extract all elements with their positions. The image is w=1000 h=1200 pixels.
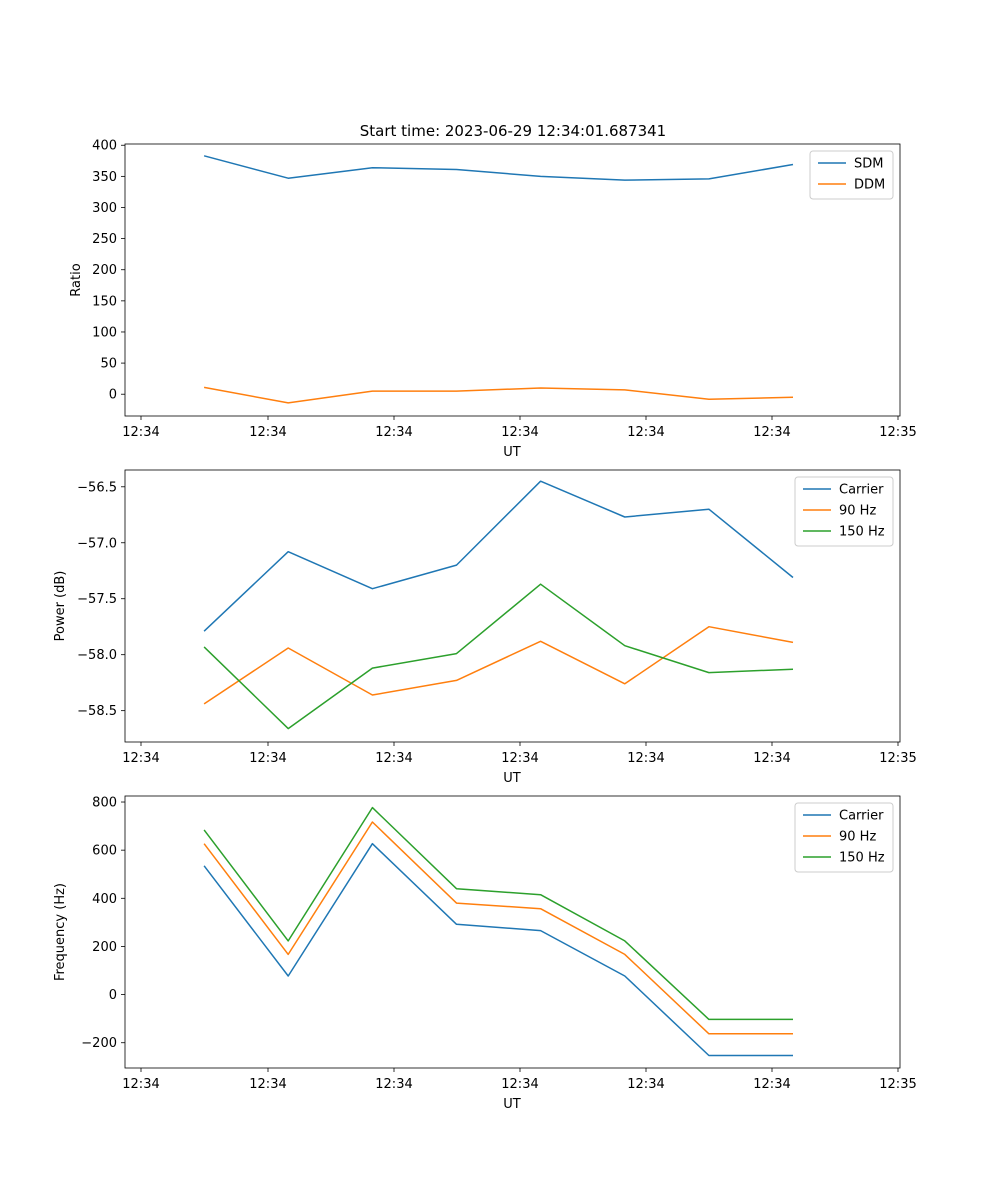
y-tick-label: 400 <box>92 892 117 907</box>
x-tick-label: 12:34 <box>122 751 159 766</box>
y-tick-label: 150 <box>92 294 117 309</box>
legend-label: 150 Hz <box>839 851 885 866</box>
x-tick-label: 12:34 <box>249 751 286 766</box>
x-axis-label: UT <box>503 771 521 786</box>
x-tick-label: 12:34 <box>249 1077 286 1092</box>
y-axis-label: Ratio <box>69 263 84 296</box>
y-tick-label: −56.5 <box>77 480 117 495</box>
x-tick-label: 12:35 <box>879 1077 916 1092</box>
plot-frame <box>124 795 901 1069</box>
y-axis-label: Frequency (Hz) <box>53 883 68 981</box>
series-line-150-hz <box>203 806 793 1021</box>
y-tick-label: −57.5 <box>77 592 117 607</box>
panel-1: 12:34 12:34 12:34 12:34 12:34 12:34 12:35 UT 0 50… <box>69 139 917 460</box>
y-tick-label: 300 <box>92 201 117 216</box>
series-line-carrier <box>203 842 793 1057</box>
x-tick-label: 12:34 <box>375 425 412 440</box>
legend-label: 150 Hz <box>839 525 885 540</box>
x-tick-label: 12:34 <box>753 751 790 766</box>
x-tick-label: 12:34 <box>501 425 538 440</box>
panel-2: 12:34 12:34 12:34 12:34 12:34 12:34 12:35 UT −58… <box>53 469 917 786</box>
plot-frame <box>124 469 901 743</box>
y-tick-label: 350 <box>92 170 117 185</box>
x-tick-label: 12:34 <box>122 1077 159 1092</box>
y-tick-label: 400 <box>92 139 117 154</box>
x-tick-label: 12:34 <box>753 1077 790 1092</box>
x-tick-label: 12:35 <box>879 751 916 766</box>
y-axis-label: Power (dB) <box>53 571 68 642</box>
y-tick-label: −57.0 <box>77 536 117 551</box>
x-tick-label: 12:34 <box>122 425 159 440</box>
series-line-ddm <box>203 386 794 404</box>
legend-label: DDM <box>854 178 885 193</box>
legend-label: Carrier <box>839 483 884 498</box>
x-axis-label: UT <box>503 445 521 460</box>
y-tick-label: 50 <box>100 357 117 372</box>
panel-3: 12:34 12:34 12:34 12:34 12:34 12:34 12:35 UT −20… <box>53 796 917 1112</box>
x-tick-label: 12:34 <box>375 1077 412 1092</box>
y-tick-label: 200 <box>92 263 117 278</box>
x-tick-label: 12:34 <box>627 751 664 766</box>
series-line-90-hz <box>203 625 794 705</box>
legend-label: 90 Hz <box>839 504 876 519</box>
legend <box>794 476 894 547</box>
y-tick-label: 800 <box>92 796 117 811</box>
legend-label: SDM <box>854 157 883 172</box>
x-tick-label: 12:34 <box>501 1077 538 1092</box>
x-tick-label: 12:34 <box>501 751 538 766</box>
y-tick-label: 0 <box>109 388 117 403</box>
y-tick-label: 0 <box>109 988 117 1003</box>
plot-frame <box>124 143 901 417</box>
series-line-150-hz <box>203 583 794 730</box>
y-tick-label: −58.5 <box>77 704 117 719</box>
chart-title: Start time: 2023-06-29 12:34:01.687341 <box>360 122 666 140</box>
y-tick-label: −200 <box>81 1036 117 1051</box>
legend-label: Carrier <box>839 809 884 824</box>
x-tick-label: 12:34 <box>375 751 412 766</box>
y-tick-label: 250 <box>92 232 117 247</box>
y-tick-label: 600 <box>92 844 117 859</box>
y-tick-label: 200 <box>92 940 117 955</box>
panels: 12:34 12:34 12:34 12:34 12:34 12:34 12:35 UT 0 50… <box>53 139 917 1112</box>
series-line-90-hz <box>203 821 793 1035</box>
legend <box>794 802 894 873</box>
series-line-sdm <box>203 155 794 181</box>
y-tick-label: −58.0 <box>77 648 117 663</box>
x-tick-label: 12:34 <box>753 425 790 440</box>
legend-label: 90 Hz <box>839 830 876 845</box>
x-tick-label: 12:35 <box>879 425 916 440</box>
x-tick-label: 12:34 <box>627 1077 664 1092</box>
x-tick-label: 12:34 <box>627 425 664 440</box>
y-tick-label: 100 <box>92 325 117 340</box>
x-axis-label: UT <box>503 1097 521 1112</box>
x-tick-label: 12:34 <box>249 425 286 440</box>
series-line-carrier <box>203 480 794 632</box>
